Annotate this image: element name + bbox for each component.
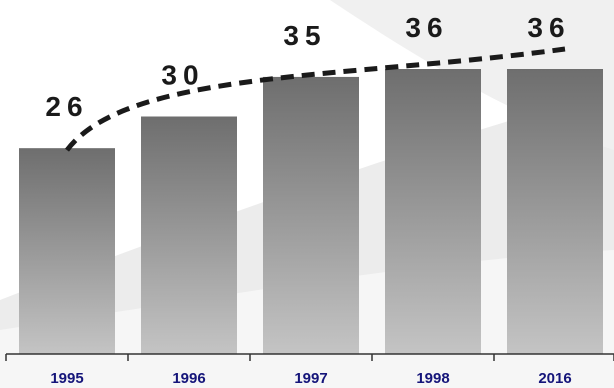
bar-1997 (263, 76, 359, 355)
x-tick-label-1998: 1998 (416, 370, 449, 387)
bar-2016 (507, 69, 603, 354)
x-tick-label-1997: 1997 (294, 370, 327, 387)
trend-line (65, 46, 566, 152)
bar-1998 (385, 69, 481, 354)
value-labels-group: 26 30 35 36 36 (45, 12, 570, 122)
x-tick-label-1996: 1996 (172, 370, 205, 387)
value-label-1998: 36 (405, 12, 448, 43)
x-axis-tick-labels: 1995 1996 1997 1998 2016 (50, 370, 571, 387)
bar-1996 (141, 116, 237, 354)
x-tick-label-2016: 2016 (538, 370, 571, 387)
bars-group (19, 69, 603, 355)
value-label-1995: 26 (45, 91, 88, 122)
value-label-1997: 35 (283, 20, 326, 51)
x-axis-ticks (5, 354, 614, 361)
value-label-1996: 30 (161, 60, 204, 91)
bar-1995 (19, 148, 115, 354)
value-label-2016: 36 (527, 12, 570, 43)
x-tick-label-1995: 1995 (50, 370, 83, 387)
